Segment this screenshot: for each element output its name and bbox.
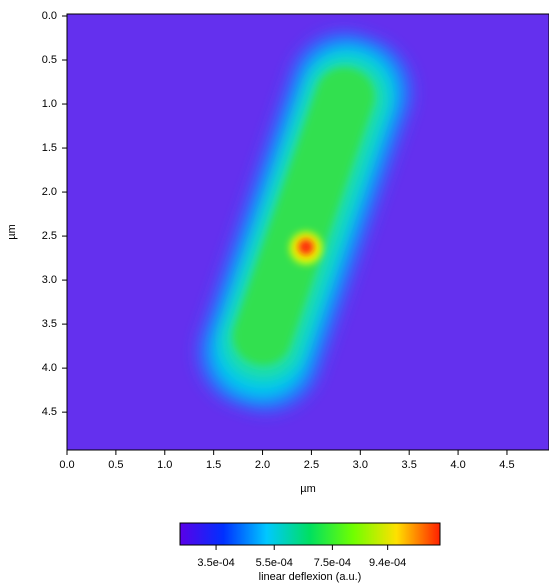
x-tick-label: 2.0 [255, 459, 270, 471]
heatmap-image [67, 14, 549, 450]
colorbar-tick-label: 7.5e-04 [314, 557, 351, 569]
y-tick-label: 2.0 [42, 186, 57, 198]
y-axis-label: µm [6, 224, 18, 240]
y-tick-label: 1.0 [42, 98, 57, 110]
x-tick-label: 2.5 [304, 459, 319, 471]
colorbar [179, 522, 441, 546]
y-tick-label: 2.5 [42, 230, 57, 242]
y-tick-label: 1.5 [42, 142, 57, 154]
x-tick-label: 3.5 [402, 459, 417, 471]
x-tick-label: 4.5 [499, 459, 514, 471]
colorbar-tick-label: 3.5e-04 [197, 557, 234, 569]
y-tick-label: 3.5 [42, 318, 57, 330]
x-tick-label: 1.0 [157, 459, 172, 471]
x-axis-label: µm [300, 483, 316, 495]
x-tick-label: 3.0 [353, 459, 368, 471]
y-tick-label: 0.5 [42, 54, 57, 66]
y-tick-label: 0.0 [42, 10, 57, 22]
x-tick-label: 4.0 [450, 459, 465, 471]
colorbar-tick-label: 5.5e-04 [256, 557, 293, 569]
x-tick-label: 0.0 [59, 459, 74, 471]
x-tick-label: 1.5 [206, 459, 221, 471]
colorbar-label: linear deflexion (a.u.) [259, 571, 362, 583]
plot-frame [66, 13, 549, 451]
colorbar-tick-label: 9.4e-04 [369, 557, 406, 569]
x-tick-label: 0.5 [108, 459, 123, 471]
y-tick-label: 4.0 [42, 362, 57, 374]
y-tick-label: 3.0 [42, 274, 57, 286]
y-tick-label: 4.5 [42, 406, 57, 418]
